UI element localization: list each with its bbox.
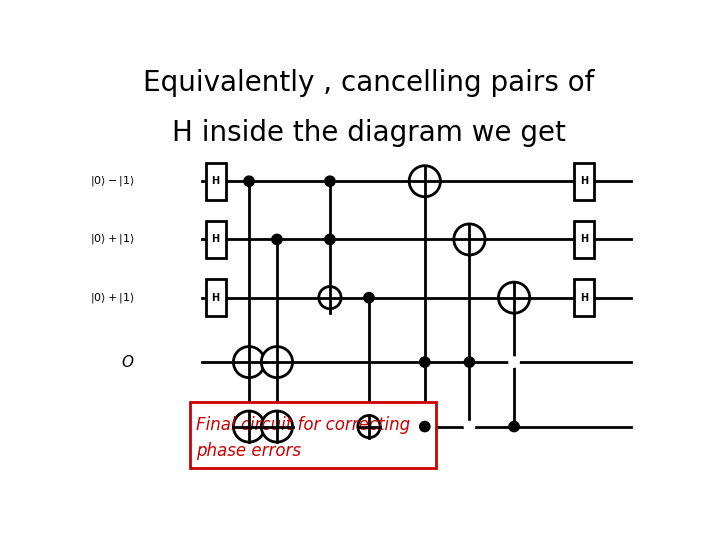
Text: H: H	[580, 176, 588, 186]
Ellipse shape	[325, 235, 334, 244]
Bar	[574, 221, 594, 258]
Ellipse shape	[261, 347, 292, 377]
Ellipse shape	[233, 347, 265, 377]
Bar	[205, 221, 225, 258]
Ellipse shape	[465, 357, 474, 367]
Ellipse shape	[420, 422, 429, 431]
Text: H: H	[212, 176, 220, 186]
Ellipse shape	[510, 422, 518, 431]
Text: H: H	[580, 234, 588, 245]
Ellipse shape	[245, 177, 253, 186]
Text: H: H	[212, 234, 220, 245]
Ellipse shape	[319, 287, 341, 309]
Ellipse shape	[261, 411, 292, 442]
Ellipse shape	[409, 166, 441, 197]
Ellipse shape	[325, 177, 334, 186]
Text: phase errors: phase errors	[196, 442, 301, 461]
Text: Equivalently , cancelling pairs of: Equivalently , cancelling pairs of	[143, 69, 595, 97]
Ellipse shape	[510, 357, 518, 367]
Text: H: H	[580, 293, 588, 302]
Ellipse shape	[498, 282, 530, 313]
Bar	[190, 402, 436, 468]
Text: $O$: $O$	[121, 354, 134, 370]
Text: $|0\rangle-|1\rangle$: $|0\rangle-|1\rangle$	[90, 174, 135, 188]
Ellipse shape	[420, 357, 429, 367]
Bar	[574, 279, 594, 316]
Ellipse shape	[358, 415, 380, 437]
Text: Final circuit for correcting: Final circuit for correcting	[196, 416, 410, 434]
Text: $|0\rangle+|1\rangle$: $|0\rangle+|1\rangle$	[90, 291, 135, 305]
Bar	[574, 163, 594, 200]
Bar	[205, 279, 225, 316]
Bar	[205, 163, 225, 200]
Ellipse shape	[364, 293, 374, 302]
Ellipse shape	[465, 422, 474, 431]
Ellipse shape	[272, 235, 282, 244]
Text: H inside the diagram we get: H inside the diagram we get	[172, 119, 566, 147]
Text: H: H	[212, 293, 220, 302]
Ellipse shape	[233, 411, 265, 442]
Ellipse shape	[454, 224, 485, 255]
Text: $|0\rangle+|1\rangle$: $|0\rangle+|1\rangle$	[90, 232, 135, 246]
